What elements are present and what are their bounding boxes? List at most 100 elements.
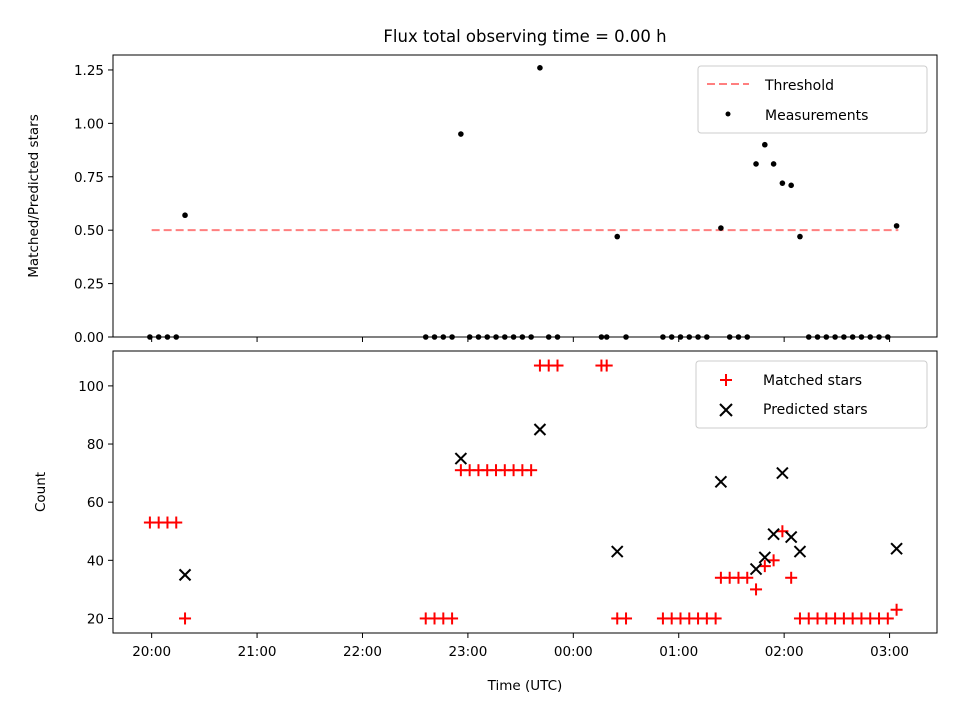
- bottom-x-tick-label: 01:00: [659, 644, 698, 660]
- matched-star-marker: [179, 612, 192, 625]
- measurement-point: [867, 334, 874, 340]
- measurement-point: [726, 334, 733, 340]
- predicted-star-marker: [890, 542, 903, 555]
- bottom-x-tick-label: 02:00: [765, 644, 804, 660]
- matched-star-marker: [881, 612, 894, 625]
- top-y-tick-label: 0.00: [74, 330, 104, 346]
- top-legend-box: [697, 65, 928, 134]
- measurement-point: [823, 334, 830, 340]
- measurement-point: [614, 233, 621, 240]
- measurement-point: [475, 334, 482, 340]
- measurement-point: [501, 334, 508, 340]
- top-y-tick-label: 0.25: [74, 277, 104, 293]
- top-legend: Threshold Measurements: [697, 65, 928, 134]
- top-y-tick-label: 0.75: [74, 170, 104, 186]
- top-y-tick-label: 1.00: [74, 116, 104, 132]
- matched-star-marker: [741, 571, 754, 584]
- measurement-point: [686, 334, 693, 340]
- measurement-point: [173, 334, 180, 340]
- top-y-tick-label: 0.50: [74, 223, 104, 239]
- matched-star-marker: [758, 560, 771, 573]
- bottom-x-axis: 20:00 21:00 22:00 23:00 00:00 01:00 02:00 03:00: [132, 633, 909, 660]
- measurement-point: [858, 334, 865, 340]
- measurement-point: [519, 334, 526, 340]
- measurement-point: [493, 334, 499, 340]
- measurement-point: [779, 180, 786, 186]
- predicted-star-marker: [758, 551, 772, 564]
- measurement-point: [668, 334, 675, 340]
- bottom-x-tick-label: 23:00: [448, 644, 487, 660]
- bottom-x-tick-label: 21:00: [238, 644, 277, 660]
- bottom-y-tick-label: 20: [87, 611, 104, 627]
- matched-star-marker: [785, 571, 798, 584]
- measurement-point: [431, 334, 438, 340]
- top-y-tick-label: 1.25: [74, 63, 104, 79]
- measurement-point: [422, 334, 429, 340]
- predicted-star-marker: [784, 530, 798, 544]
- measurement-point: [449, 334, 455, 340]
- bottom-y-axis-label: Count: [33, 472, 49, 512]
- measurement-point: [849, 334, 856, 340]
- measurements-legend-swatch: [725, 111, 731, 117]
- bottom-y-tick-label: 80: [87, 437, 104, 453]
- predicted-star-marker: [611, 545, 624, 558]
- matched-star-marker: [446, 612, 459, 625]
- top-chart-title: Flux total observing time = 0.00 h: [383, 27, 666, 46]
- matched-star-marker: [551, 359, 564, 372]
- matched-star-marker: [600, 359, 613, 372]
- measurement-point: [797, 233, 803, 240]
- matched-star-marker: [620, 612, 633, 625]
- predicted-stars-layer: [178, 423, 903, 582]
- measurement-point: [718, 225, 724, 231]
- measurement-point: [545, 334, 552, 340]
- predicted-star-marker: [714, 475, 728, 489]
- bottom-legend: Matched stars Predicted stars: [695, 360, 928, 429]
- matched-legend-label: Matched stars: [763, 373, 862, 389]
- measurement-point: [805, 334, 812, 340]
- bottom-x-tick-label: 00:00: [554, 644, 593, 660]
- bottom-y-tick-label: 40: [87, 553, 104, 569]
- measurement-point: [603, 334, 610, 340]
- measurement-point: [885, 334, 891, 340]
- measurement-point: [770, 161, 777, 167]
- bottom-x-tick-label: 20:00: [132, 644, 171, 660]
- matched-star-marker: [709, 612, 722, 625]
- measurement-point: [893, 223, 900, 229]
- top-y-axis-label: Matched/Predicted stars: [26, 114, 42, 277]
- bottom-y-axis: 20 40 60 80 100: [78, 379, 113, 627]
- measurement-point: [832, 334, 838, 340]
- measurement-point: [510, 334, 517, 340]
- predicted-star-marker: [454, 452, 468, 465]
- measurement-point: [147, 334, 153, 340]
- predicted-star-marker: [793, 545, 807, 558]
- measurements-layer: [147, 65, 900, 340]
- matched-star-marker: [767, 554, 780, 567]
- measurement-point: [155, 334, 162, 340]
- predicted-star-marker: [749, 562, 763, 576]
- measurements-legend-label: Measurements: [765, 108, 868, 124]
- measurement-point: [814, 334, 821, 340]
- measurement-point: [458, 131, 464, 137]
- predicted-star-marker: [533, 423, 547, 436]
- matched-stars-layer: [143, 359, 903, 625]
- bottom-x-tick-label: 22:00: [343, 644, 382, 660]
- measurement-point: [598, 334, 605, 340]
- measurement-point: [744, 334, 751, 340]
- matched-star-marker: [170, 516, 183, 529]
- matched-star-marker: [750, 583, 763, 596]
- measurement-point: [466, 334, 473, 340]
- measurement-point: [554, 334, 561, 340]
- predicted-star-marker: [776, 466, 789, 480]
- measurement-point: [841, 334, 847, 340]
- measurement-point: [695, 334, 701, 340]
- predicted-star-marker: [178, 568, 192, 582]
- bottom-x-tick-label: 03:00: [870, 644, 909, 660]
- predicted-legend-swatch: [719, 403, 733, 417]
- measurement-point: [528, 334, 534, 340]
- bottom-y-tick-label: 100: [78, 379, 104, 395]
- measurement-point: [788, 182, 794, 189]
- bottom-x-axis-label: Time (UTC): [487, 678, 563, 694]
- measurement-point: [735, 334, 742, 340]
- measurement-point: [762, 141, 768, 148]
- measurement-point: [182, 212, 188, 219]
